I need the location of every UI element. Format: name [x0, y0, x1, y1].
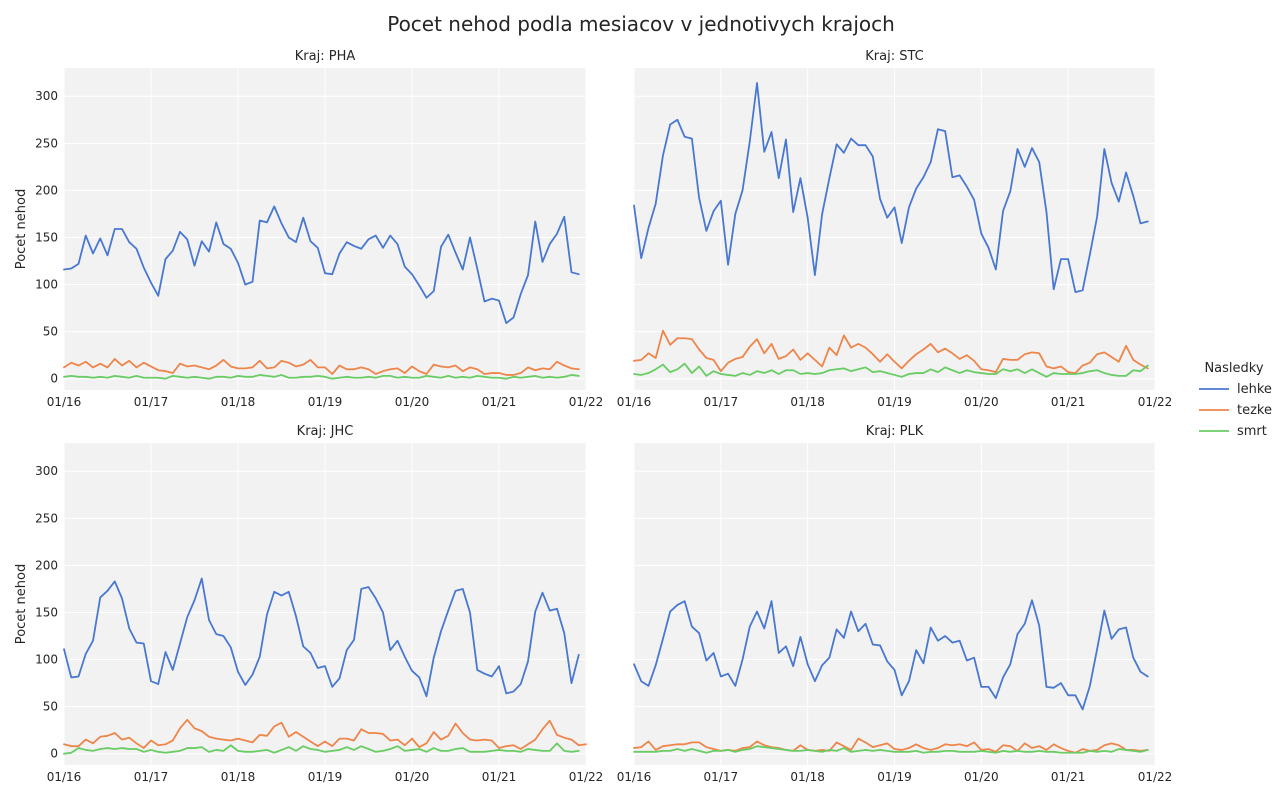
- legend-item-lehke: lehke: [1199, 382, 1272, 397]
- series-line-lehke: [633, 82, 1149, 293]
- x-tick-label: 01/21: [482, 395, 517, 409]
- x-tick-label: 01/20: [964, 395, 999, 409]
- panel-4: 01/16 01/17 01/18 01/19 01/20 01/21 01/22 Kraj:…: [617, 424, 1173, 784]
- y-axis-label: Pocet nehod: [14, 564, 29, 644]
- x-tick-label: 01/17: [704, 770, 739, 784]
- x-tick-label: 01/16: [617, 395, 652, 409]
- x-tick-label: 01/22: [1138, 395, 1173, 409]
- x-tick-label: 01/16: [47, 770, 82, 784]
- x-tick-label: 01/16: [47, 395, 82, 409]
- y-tick-label: 200: [35, 183, 58, 197]
- y-axis-label: Pocet nehod: [14, 189, 29, 269]
- panel-title: Kraj: JHC: [297, 424, 354, 439]
- series-line-smrt: [63, 742, 580, 755]
- panel-2: 01/16 01/17 01/18 01/19 01/20 01/21 01/22 Kraj:…: [617, 49, 1173, 409]
- x-tick-label: 01/19: [877, 770, 912, 784]
- panel-title: Kraj: PHA: [295, 49, 356, 64]
- x-tick-label: 01/20: [395, 395, 430, 409]
- x-tick-label: 01/21: [1051, 395, 1086, 409]
- x-tick-label: 01/19: [308, 770, 343, 784]
- legend-label-lehke: lehke: [1237, 382, 1272, 397]
- y-tick-label: 150: [35, 230, 58, 244]
- x-tick-label: 01/18: [221, 395, 256, 409]
- legend-item-tezke: tezke: [1199, 403, 1272, 418]
- series-line-tezke: [633, 329, 1149, 374]
- series-line-lehke: [63, 577, 580, 698]
- x-tick-label: 01/19: [308, 395, 343, 409]
- x-tick-label: 01/22: [1138, 770, 1173, 784]
- series-line-smrt: [633, 745, 1149, 754]
- x-tick-label: 01/16: [617, 770, 652, 784]
- panel-1: 0 50 100 150 200 250 300 01/16 01/17 01/18 01/19 01…: [14, 49, 603, 409]
- series-line-smrt: [63, 374, 580, 380]
- series-line-smrt: [633, 362, 1149, 378]
- chart-title: Pocet nehod podla mesiacov v jednotivych…: [387, 12, 895, 36]
- x-tick-label: 01/17: [134, 770, 169, 784]
- panel-title: Kraj: PLK: [866, 424, 924, 439]
- y-tick-label: 100: [35, 653, 58, 667]
- legend-item-smrt: smrt: [1199, 424, 1267, 439]
- x-tick-label: 01/20: [395, 770, 430, 784]
- series-line-tezke: [63, 358, 580, 376]
- y-tick-label: 100: [35, 278, 58, 292]
- legend-label-smrt: smrt: [1237, 424, 1267, 439]
- y-tick-label: 250: [35, 511, 58, 525]
- x-tick-label: 01/18: [790, 770, 825, 784]
- y-tick-label: 50: [43, 325, 58, 339]
- x-tick-label: 01/20: [964, 770, 999, 784]
- y-tick-label: 50: [43, 700, 58, 714]
- x-tick-label: 01/18: [790, 395, 825, 409]
- panel-title: Kraj: STC: [865, 49, 923, 64]
- y-tick-label: 300: [35, 464, 58, 478]
- legend: Nasledky lehke tezke smrt: [1199, 361, 1272, 439]
- panel-3: 0 50 100 150 200 250 300 01/16 01/17 01/18 01/19 01…: [14, 424, 603, 784]
- y-tick-label: 300: [35, 89, 58, 103]
- legend-title: Nasledky: [1204, 361, 1263, 376]
- x-tick-label: 01/17: [134, 395, 169, 409]
- x-tick-label: 01/18: [221, 770, 256, 784]
- series-line-lehke: [63, 205, 580, 325]
- series-line-tezke: [63, 718, 587, 750]
- y-tick-label: 150: [35, 605, 58, 619]
- y-tick-label: 250: [35, 136, 58, 150]
- x-tick-label: 01/22: [569, 770, 604, 784]
- x-tick-label: 01/17: [704, 395, 739, 409]
- x-tick-label: 01/22: [569, 395, 604, 409]
- y-tick-label: 200: [35, 558, 58, 572]
- series-line-lehke: [633, 599, 1149, 711]
- y-tick-label: 0: [50, 372, 58, 386]
- y-tick-label: 0: [50, 747, 58, 761]
- x-tick-label: 01/21: [482, 770, 517, 784]
- legend-label-tezke: tezke: [1237, 403, 1272, 418]
- x-tick-label: 01/19: [877, 395, 912, 409]
- x-tick-label: 01/21: [1051, 770, 1086, 784]
